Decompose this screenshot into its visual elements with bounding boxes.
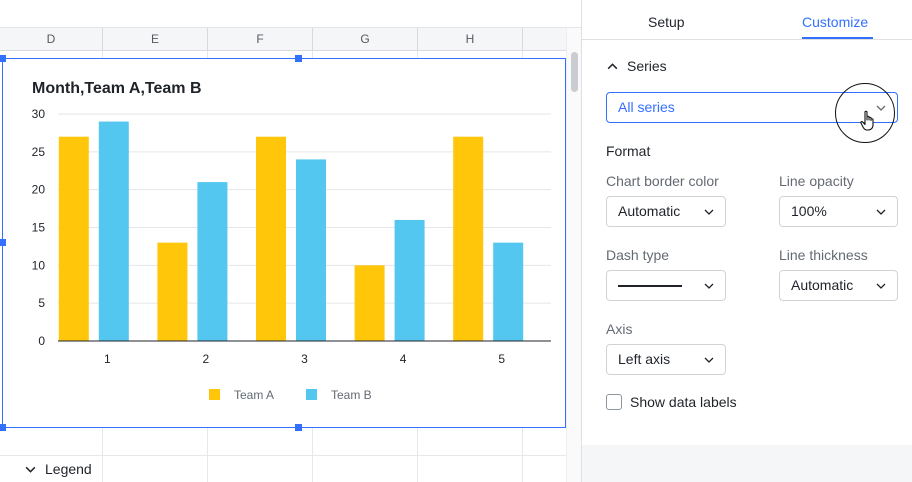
series-section-title: Series (627, 58, 667, 74)
y-tick-label: 20 (32, 183, 46, 197)
axis-value: Left axis (618, 351, 671, 367)
column-header-partial[interactable] (523, 28, 566, 51)
chevron-down-icon (876, 209, 886, 215)
panel-section-divider (582, 445, 912, 482)
chevron-down-icon (876, 283, 886, 289)
active-tab-indicator (802, 37, 873, 39)
x-tick-label: 3 (301, 352, 308, 366)
line-thickness-label: Line thickness (779, 247, 868, 263)
bar-team-b-5[interactable] (493, 242, 524, 341)
grid-line (0, 455, 566, 456)
y-tick-label: 30 (32, 107, 46, 121)
resize-handle-left[interactable] (0, 239, 6, 246)
y-tick-label: 25 (32, 145, 46, 159)
format-heading: Format (606, 143, 651, 159)
column-header-h[interactable]: H (418, 28, 523, 51)
line-thickness-select[interactable]: Automatic (779, 270, 898, 301)
y-tick-label: 0 (38, 334, 45, 348)
y-tick-label: 5 (38, 296, 45, 310)
resize-handle-bottom-left[interactable] (0, 424, 6, 431)
series-select-value: All series (618, 99, 675, 115)
hand-pointer-icon (860, 110, 874, 131)
show-data-labels-option[interactable]: Show data labels (606, 394, 737, 410)
chart-editor-panel: Setup Customize Series All series Format… (581, 0, 912, 482)
bar-team-b-4[interactable] (394, 219, 425, 341)
solid-line-swatch (618, 285, 682, 287)
spreadsheet-area: D E F G H Month,Team A,Team B 0 5 10 15 20 25… (0, 0, 581, 482)
legend-label[interactable]: Team A (234, 388, 274, 402)
chevron-down-icon (704, 357, 714, 363)
tab-setup[interactable]: Setup (648, 14, 685, 30)
show-data-labels-label: Show data labels (630, 394, 737, 410)
legend-section-title: Legend (45, 461, 92, 477)
dash-type-select[interactable] (606, 270, 726, 301)
resize-handle-top[interactable] (295, 55, 302, 62)
legend-swatch (306, 389, 317, 400)
bar-team-a-2[interactable] (157, 242, 188, 341)
bar-team-b-3[interactable] (296, 159, 326, 341)
line-opacity-select[interactable]: 100% (779, 196, 898, 227)
x-tick-label: 2 (203, 352, 210, 366)
bar-team-b-1[interactable] (98, 121, 129, 341)
line-thickness-value: Automatic (791, 277, 854, 293)
chart-title: Month,Team A,Team B (32, 80, 202, 97)
axis-label: Axis (606, 321, 633, 337)
legend-section-header[interactable]: Legend (24, 461, 92, 477)
column-header-g[interactable]: G (313, 28, 418, 51)
x-tick-label: 5 (498, 352, 505, 366)
resize-handle-top-left[interactable] (0, 55, 6, 62)
bar-team-b-2[interactable] (197, 182, 228, 341)
formula-bar-strip (0, 0, 581, 28)
column-header-e[interactable]: E (103, 28, 208, 51)
scrollbar-thumb[interactable] (571, 52, 578, 92)
x-tick-label: 4 (400, 352, 407, 366)
chart-border-color-value: Automatic (618, 203, 681, 219)
column-header-d[interactable]: D (0, 28, 103, 51)
column-header-f[interactable]: F (208, 28, 313, 51)
cursor-highlight-ring (835, 83, 895, 143)
x-tick-label: 1 (104, 352, 111, 366)
chevron-down-icon (704, 283, 714, 289)
resize-handle-bottom[interactable] (295, 424, 302, 431)
line-opacity-value: 100% (791, 203, 827, 219)
axis-select[interactable]: Left axis (606, 344, 726, 375)
line-opacity-label: Line opacity (779, 173, 854, 189)
chart-object[interactable]: Month,Team A,Team B 0 5 10 15 20 25 30 1 2 3 4 5 Te… (2, 58, 566, 428)
chevron-down-icon (704, 209, 714, 215)
vertical-scrollbar[interactable] (566, 28, 581, 482)
tab-customize[interactable]: Customize (802, 14, 869, 30)
bar-team-a-4[interactable] (354, 265, 385, 341)
show-data-labels-checkbox[interactable] (606, 394, 622, 410)
legend-label[interactable]: Team B (331, 388, 372, 402)
legend-swatch (209, 389, 220, 400)
bar-team-a-1[interactable] (58, 136, 89, 341)
y-tick-label: 15 (32, 221, 46, 235)
bar-team-a-5[interactable] (453, 136, 484, 341)
chart-border-color-label: Chart border color (606, 173, 719, 189)
panel-tabs: Setup Customize (582, 0, 912, 40)
y-tick-label: 10 (32, 258, 46, 272)
series-section-header[interactable]: Series (606, 58, 667, 74)
chevron-up-icon (607, 62, 618, 69)
chevron-down-icon (25, 466, 36, 473)
dash-type-label: Dash type (606, 247, 670, 263)
column-header-row: D E F G H (0, 28, 566, 51)
bar-team-a-3[interactable] (256, 136, 286, 341)
bar-chart: Month,Team A,Team B 0 5 10 15 20 25 30 1 2 3 4 5 Te… (32, 80, 551, 402)
chart-border-color-select[interactable]: Automatic (606, 196, 726, 227)
